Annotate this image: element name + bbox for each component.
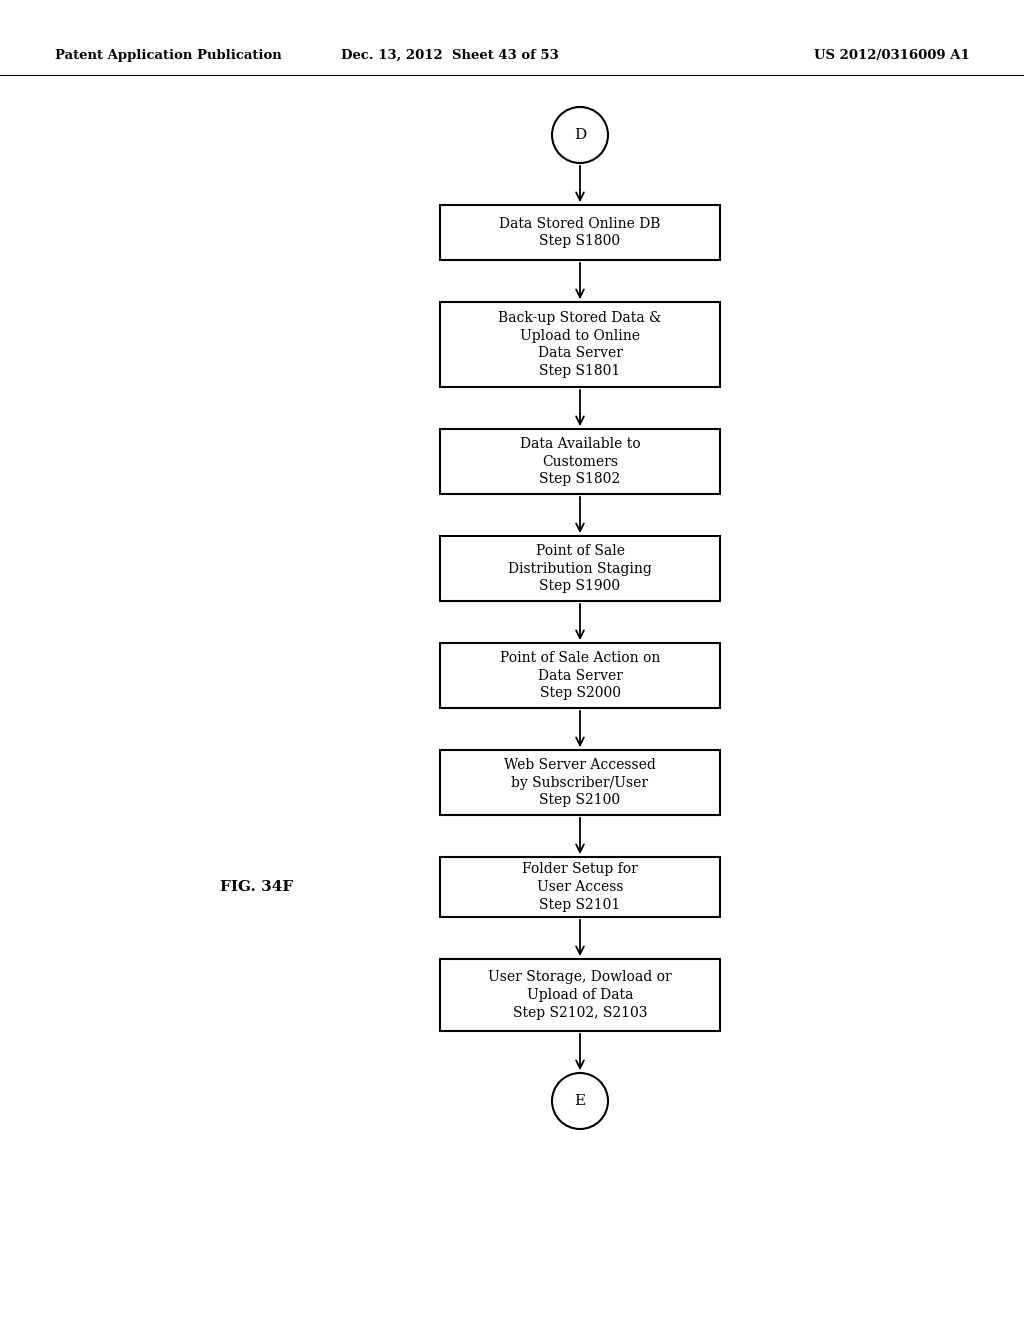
Text: E: E xyxy=(574,1094,586,1107)
Bar xyxy=(440,857,720,917)
Text: Folder Setup for
User Access
Step S2101: Folder Setup for User Access Step S2101 xyxy=(522,862,638,912)
Bar xyxy=(440,643,720,708)
Bar xyxy=(440,302,720,387)
Bar xyxy=(440,960,720,1031)
Bar xyxy=(440,750,720,814)
Text: D: D xyxy=(573,128,586,143)
Bar xyxy=(440,205,720,260)
Text: Point of Sale Action on
Data Server
Step S2000: Point of Sale Action on Data Server Step… xyxy=(500,651,660,701)
Bar xyxy=(440,536,720,601)
Text: Data Stored Online DB
Step S1800: Data Stored Online DB Step S1800 xyxy=(500,216,660,248)
Text: Point of Sale
Distribution Staging
Step S1900: Point of Sale Distribution Staging Step … xyxy=(508,544,652,594)
Text: Data Available to
Customers
Step S1802: Data Available to Customers Step S1802 xyxy=(520,437,640,486)
Text: Dec. 13, 2012  Sheet 43 of 53: Dec. 13, 2012 Sheet 43 of 53 xyxy=(341,49,559,62)
Text: User Storage, Dowload or
Upload of Data
Step S2102, S2103: User Storage, Dowload or Upload of Data … xyxy=(488,970,672,1020)
Bar xyxy=(440,429,720,494)
Text: FIG. 34F: FIG. 34F xyxy=(220,880,293,894)
Text: Patent Application Publication: Patent Application Publication xyxy=(55,49,282,62)
Text: US 2012/0316009 A1: US 2012/0316009 A1 xyxy=(814,49,970,62)
Text: Back-up Stored Data &
Upload to Online
Data Server
Step S1801: Back-up Stored Data & Upload to Online D… xyxy=(499,310,662,379)
Text: Web Server Accessed
by Subscriber/User
Step S2100: Web Server Accessed by Subscriber/User S… xyxy=(504,758,656,808)
